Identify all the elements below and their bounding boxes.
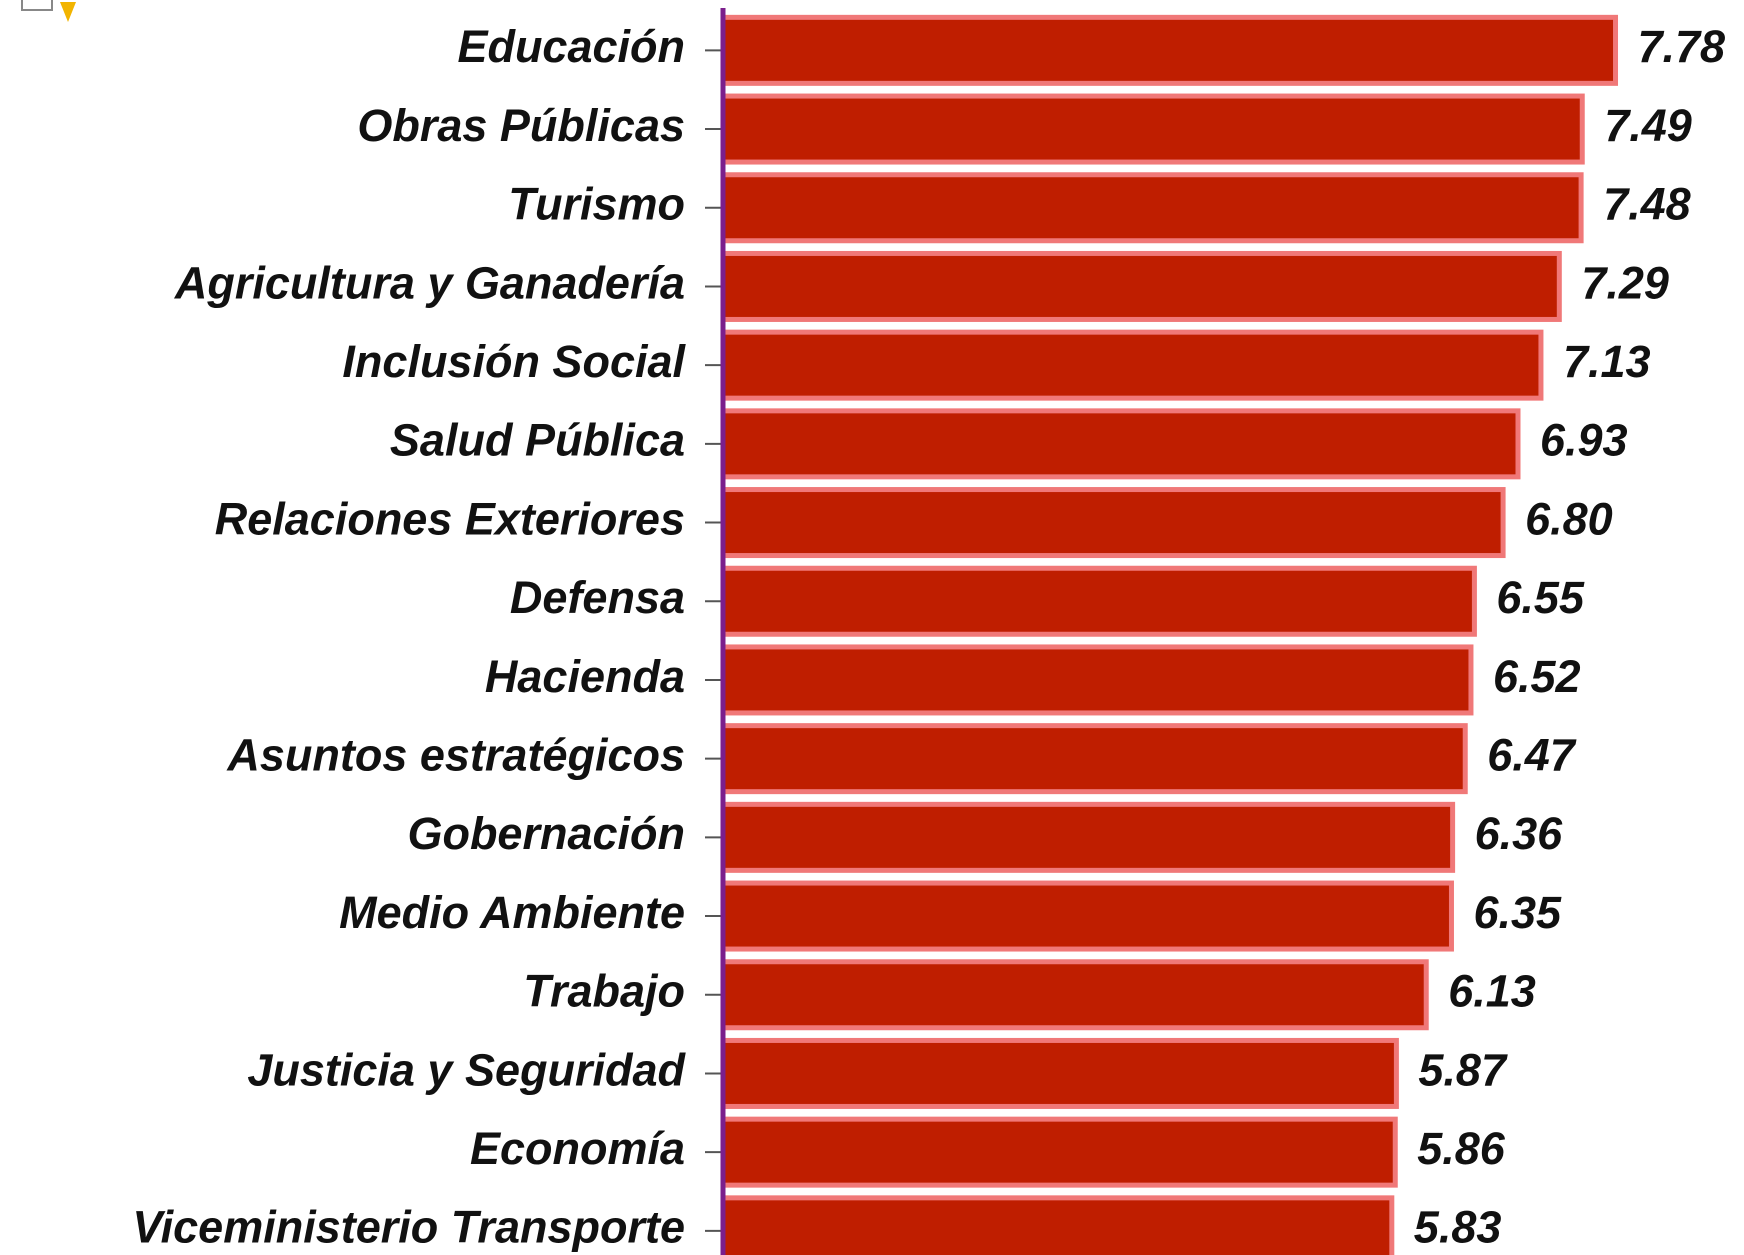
bar [720, 1195, 1395, 1255]
value-label: 5.83 [1414, 1202, 1502, 1253]
legend-icon-box [21, 0, 53, 11]
y-tick-label: Economía [470, 1123, 685, 1174]
value-label: 7.49 [1604, 100, 1692, 151]
y-tick-label: Obras Públicas [357, 100, 685, 151]
y-tick-label: Gobernación [407, 808, 685, 859]
value-label: 6.36 [1475, 808, 1564, 859]
value-label: 7.29 [1581, 257, 1669, 308]
value-label: 5.87 [1418, 1044, 1508, 1095]
bar [720, 487, 1506, 559]
bar [720, 93, 1585, 165]
y-tick-label: Agricultura y Ganadería [174, 257, 685, 308]
legend-icon-marker [60, 2, 76, 22]
value-label: 7.48 [1603, 179, 1691, 230]
y-tick-label: Relaciones Exteriores [215, 493, 685, 544]
y-tick-label: Asuntos estratégicos [226, 730, 685, 781]
y-tick-label: Hacienda [485, 651, 685, 702]
bar [720, 329, 1544, 401]
bar [720, 644, 1474, 716]
bar [720, 250, 1562, 322]
value-label: 6.80 [1525, 493, 1613, 544]
value-label: 6.35 [1473, 887, 1562, 938]
bar [720, 801, 1456, 873]
y-tick-label: Justicia y Seguridad [247, 1044, 686, 1095]
value-label: 7.78 [1638, 21, 1726, 72]
value-label: 6.13 [1448, 966, 1536, 1017]
y-tick-label: Viceministerio Transporte [132, 1202, 685, 1253]
y-tick-label: Trabajo [523, 966, 685, 1017]
bar [720, 408, 1521, 480]
y-tick-label: Educación [457, 21, 685, 72]
value-label: 7.13 [1563, 336, 1651, 387]
bar [720, 880, 1454, 952]
value-label: 6.93 [1540, 415, 1628, 466]
y-tick-label: Medio Ambiente [339, 887, 685, 938]
bar [720, 959, 1429, 1031]
y-tick-label: Inclusión Social [342, 336, 686, 387]
value-label: 5.86 [1417, 1123, 1506, 1174]
y-tick-label: Defensa [510, 572, 685, 623]
value-label: 6.55 [1496, 572, 1585, 623]
y-tick-label: Turismo [508, 179, 685, 230]
bar [720, 723, 1468, 795]
bar [720, 172, 1584, 244]
bar [720, 1116, 1398, 1188]
y-tick-label: Salud Pública [390, 415, 685, 466]
value-label: 6.47 [1487, 730, 1577, 781]
bar [720, 565, 1477, 637]
bar [720, 14, 1619, 86]
bar [720, 1037, 1399, 1109]
value-label: 6.52 [1493, 651, 1581, 702]
